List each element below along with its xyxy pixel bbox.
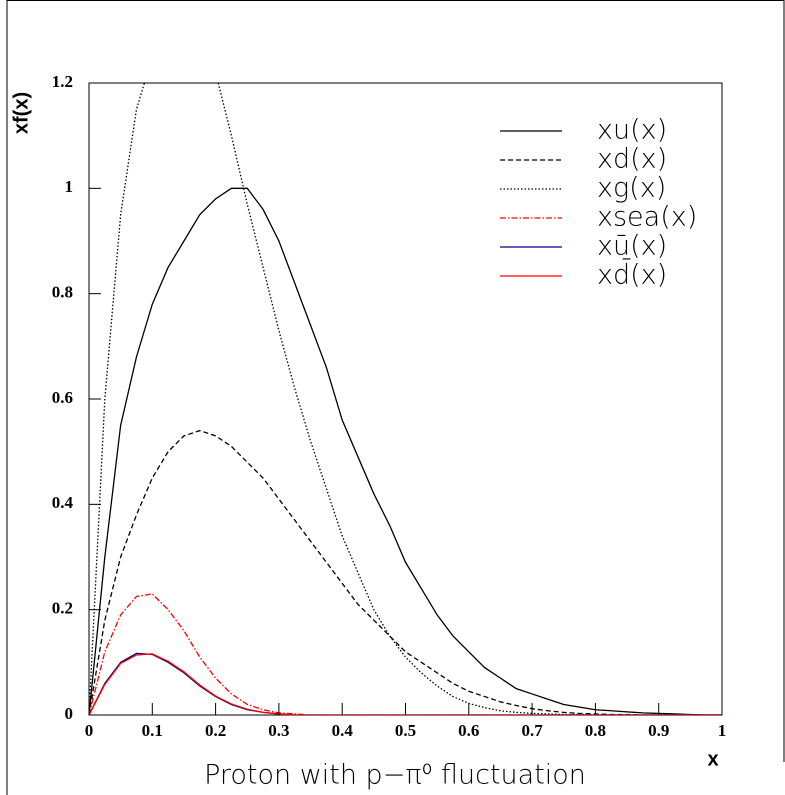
legend-label: xd(x) [597, 144, 667, 175]
legend-label: xū(x) [597, 231, 667, 262]
x-tick-label: 0.9 [648, 721, 669, 740]
y-tick-label: 0.6 [52, 388, 73, 407]
y-tick-label: 0 [65, 704, 74, 723]
x-axis-label: x [707, 748, 718, 770]
legend-label: xg(x) [597, 173, 666, 204]
x-tick-label: 0.3 [268, 721, 289, 740]
plot-lines [89, 83, 722, 715]
y-tick-label: 0.4 [52, 493, 74, 512]
legend-label: xsea(x) [597, 202, 697, 233]
y-tick-label: 1 [65, 177, 74, 196]
x-tick-label: 0.8 [585, 721, 606, 740]
series-line [89, 653, 722, 715]
x-tick-label: 0.4 [332, 721, 354, 740]
x-tick-label: 0 [85, 721, 94, 740]
legend-label: xu(x) [597, 115, 667, 146]
x-tick-label: 0.7 [521, 721, 543, 740]
legend-label: xd̄(x) [597, 259, 667, 291]
y-tick-label: 0.8 [52, 283, 73, 302]
x-tick-label: 0.2 [205, 721, 226, 740]
y-tick-label: 0.2 [52, 599, 73, 618]
series-line [89, 652, 722, 715]
series-line [89, 187, 722, 715]
chart-title: Proton with p−π⁰ fluctuation [204, 760, 586, 791]
x-tick-label: 1 [718, 721, 727, 740]
series-line [89, 593, 722, 715]
y-tick-label: 1.2 [52, 72, 73, 91]
x-tick-label: 0.6 [458, 721, 479, 740]
y-axis-label: xf(x) [10, 92, 32, 134]
x-tick-label: 0.1 [142, 721, 163, 740]
x-tick-label: 0.5 [395, 721, 416, 740]
